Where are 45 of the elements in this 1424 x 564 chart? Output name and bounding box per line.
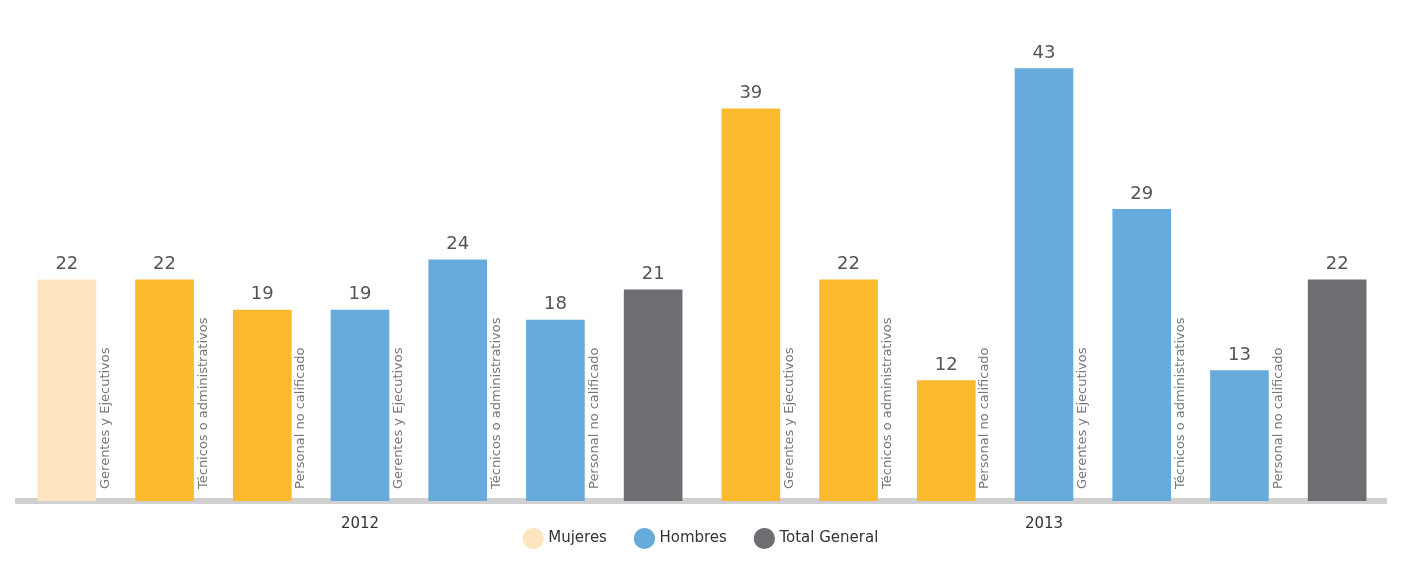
data-label: 13	[1227, 342, 1251, 364]
bar	[819, 279, 878, 501]
bar	[330, 309, 390, 501]
x-tick-label: Gerentes y Ejecutivos	[97, 347, 113, 489]
x-tick-label: Personal no calificado	[976, 347, 992, 489]
data-label: 12	[934, 352, 958, 374]
x-tick-label: Técnicos o administrativos	[487, 317, 503, 490]
bar	[232, 309, 292, 501]
data-label: 19	[250, 282, 274, 304]
bar	[135, 279, 194, 501]
x-tick-label: Personal no calificado	[292, 347, 308, 489]
bar	[916, 380, 976, 501]
legend-label: Mujeres	[548, 528, 608, 547]
bar	[526, 319, 585, 501]
data-label: 22	[153, 252, 177, 274]
bar	[37, 279, 97, 501]
bar	[623, 289, 683, 501]
data-label: 18	[543, 292, 567, 314]
x-tick-label: Técnicos o administrativos	[878, 317, 894, 490]
x-tick-label: Gerentes y Ejecutivos	[1074, 347, 1090, 489]
data-label: 29	[1130, 181, 1154, 203]
data-label: 21	[641, 262, 665, 284]
data-label: 19	[348, 282, 372, 304]
legend-label: Total General	[778, 528, 879, 547]
x-tick-label: Gerentes y Ejecutivos	[781, 347, 797, 489]
x-tick-label: Personal no calificado	[585, 347, 601, 489]
bar	[721, 108, 781, 501]
bar	[428, 259, 488, 501]
data-label: 22	[55, 252, 79, 274]
data-label: 39	[739, 81, 763, 103]
x-tick-label: Gerentes y Ejecutivos	[390, 347, 406, 489]
bar	[1210, 370, 1269, 501]
data-label: 43	[1032, 40, 1056, 62]
bar	[1112, 209, 1172, 501]
x-tick-label: Técnicos o administrativos	[1171, 317, 1187, 490]
x-tick-label: Técnicos o administrativos	[194, 317, 210, 490]
bar	[1014, 68, 1074, 501]
bar	[1307, 279, 1367, 501]
x-tick-label: Personal no calificado	[1269, 347, 1285, 489]
text: 2012	[340, 514, 380, 533]
legend-label: Hombres	[659, 528, 728, 547]
data-label: 22	[1325, 252, 1349, 274]
data-label: 24	[446, 232, 470, 254]
data-label: 22	[837, 252, 861, 274]
text: 2013	[1024, 514, 1064, 533]
